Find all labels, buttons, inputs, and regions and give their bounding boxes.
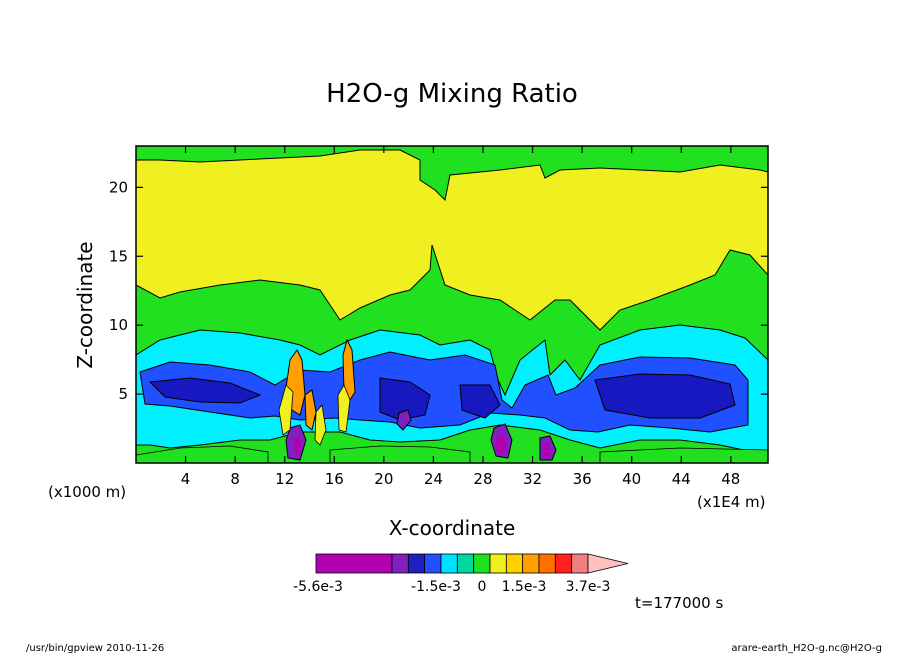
y-tick-label: 5 (118, 385, 128, 403)
x-tick-label: 44 (672, 470, 691, 488)
field-lower-yellow-columns (278, 384, 351, 446)
field-surface-green-strip (136, 445, 768, 463)
x-tick-label: 8 (230, 470, 240, 488)
colorbar (315, 553, 629, 574)
time-label: t=177000 s (635, 594, 723, 612)
x-tick-label: 16 (325, 470, 344, 488)
x-tick-label: 12 (275, 470, 294, 488)
x-tick-label: 40 (622, 470, 641, 488)
x-tick-label: 32 (523, 470, 542, 488)
colorbar-label-neg: -1.5e-3 (411, 579, 461, 595)
x-tick-label: 36 (573, 470, 592, 488)
colorbar-segment (571, 553, 589, 574)
field-magenta-cores (294, 434, 551, 458)
colorbar-label-max: 3.7e-3 (566, 579, 611, 595)
footer-left: /usr/bin/gpview 2010-11-26 (26, 643, 164, 654)
field-yellow-region (136, 149, 768, 331)
colorbar-segment (522, 553, 540, 574)
x-tick-label: 20 (374, 470, 393, 488)
colorbar-segment (424, 553, 442, 574)
colorbar-arrow (587, 553, 629, 574)
colorbar-label-pos: 1.5e-3 (502, 579, 547, 595)
colorbar-segment (407, 553, 426, 574)
x-axis-title: X-coordinate (389, 516, 516, 540)
colorbar-label-zero: 0 (478, 579, 487, 595)
colorbar-segment (315, 553, 393, 574)
colorbar-segment (456, 553, 475, 574)
y-tick-label: 15 (109, 247, 128, 265)
x-tick-label: 48 (721, 470, 740, 488)
y-axis-title: Z-coordinate (73, 241, 97, 368)
x-tick-label: 28 (473, 470, 492, 488)
colorbar-segment (505, 553, 524, 574)
colorbar-segment (473, 553, 491, 574)
field-darkblue-region (148, 373, 736, 421)
plot-area (136, 146, 768, 463)
x-tick-label: 4 (181, 470, 191, 488)
field-orange-columns (284, 338, 356, 431)
y-tick-label: 10 (109, 316, 128, 334)
chart-title: H2O-g Mixing Ratio (326, 79, 578, 109)
x-unit-right: (x1E4 m) (697, 493, 766, 511)
colorbar-segment (489, 553, 507, 574)
colorbar-label-min: -5.6e-3 (293, 579, 343, 595)
x-tick-label: 24 (424, 470, 443, 488)
colorbar-segment (391, 553, 409, 574)
colorbar-segment (538, 553, 556, 574)
plot-frame (135, 145, 769, 464)
footer-right: arare-earth_H2O-g.nc@H2O-g (731, 643, 882, 654)
y-tick-label: 20 (109, 178, 128, 196)
colorbar-segment (440, 553, 458, 574)
x-unit-left: (x1000 m) (48, 483, 126, 501)
colorbar-segment (554, 553, 573, 574)
